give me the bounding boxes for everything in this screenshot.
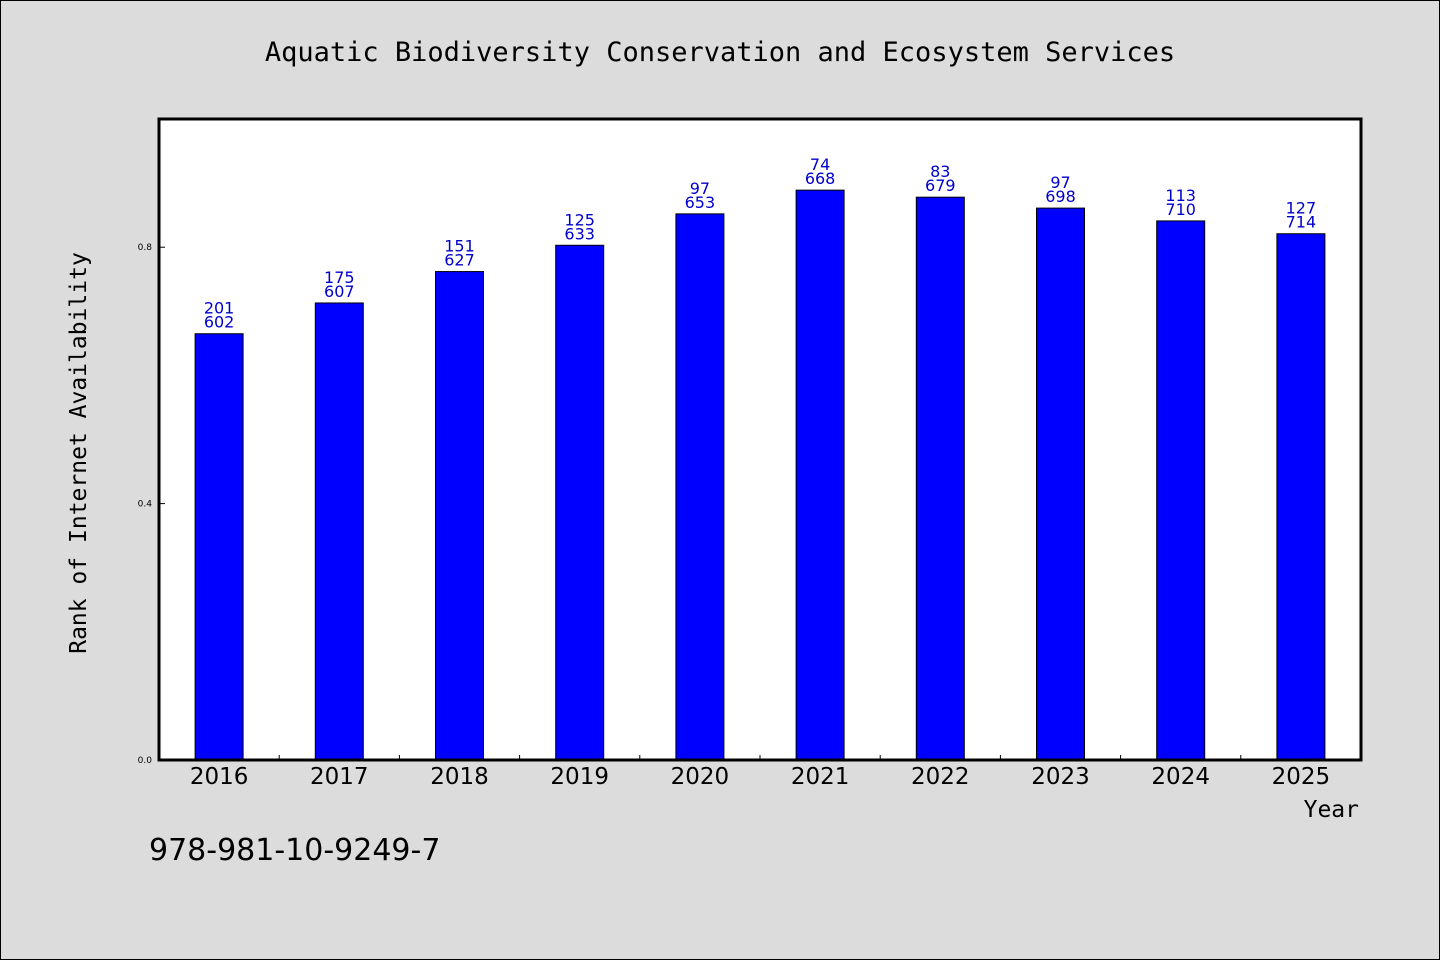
- x-tick-label: 2020: [671, 764, 730, 790]
- bar-label-rank: 74: [810, 155, 830, 174]
- y-tick-label: 0.8: [138, 243, 153, 253]
- bar-2016: [194, 333, 244, 761]
- x-tick-label: 2022: [911, 764, 970, 790]
- bar-label-value: 633: [564, 224, 595, 243]
- bar-2021: [795, 189, 845, 761]
- chart-title: Aquatic Biodiversity Conservation and Ec…: [265, 37, 1175, 68]
- bar-label-rank: 97: [1050, 173, 1070, 192]
- x-tick-label: 2018: [430, 764, 489, 790]
- x-tick-label: 2023: [1031, 764, 1090, 790]
- bar-label-rank: 127: [1286, 199, 1317, 218]
- bar-label-value: 653: [685, 193, 716, 212]
- bar-label-value: 627: [444, 251, 475, 270]
- bar-2022: [915, 196, 965, 761]
- bar-2024: [1156, 220, 1206, 761]
- x-tick-label: 2019: [550, 764, 609, 790]
- ticks-group: 2016 2017 2018 2019 2020 2021 2022 2023 2024 2025…: [138, 243, 1331, 790]
- bar-label-rank: 113: [1165, 186, 1196, 205]
- bar-label-rank: 151: [444, 237, 475, 256]
- bar-label-value: 668: [805, 169, 836, 188]
- bar-label-rank: 125: [564, 210, 595, 229]
- bar-label-value: 607: [324, 282, 355, 301]
- bar-2019: [555, 244, 605, 761]
- bar-2025: [1276, 233, 1326, 761]
- y-axis-label: Rank of Internet Availability: [66, 252, 92, 654]
- bar-label-value: 698: [1045, 187, 1076, 206]
- bar-label-rank: 97: [690, 179, 710, 198]
- bar-label-rank: 175: [324, 268, 355, 287]
- bar-2020: [675, 213, 725, 761]
- footer-isbn-code: 978-981-10-9249-7: [149, 833, 441, 868]
- y-tick-label: 0.0: [138, 756, 153, 766]
- x-tick-label: 2021: [791, 764, 850, 790]
- x-tick-label: 2017: [310, 764, 369, 790]
- plot-frame: [157, 117, 1363, 762]
- bar-label-value: 710: [1165, 200, 1196, 219]
- x-axis-label: Year: [1304, 797, 1359, 823]
- bar-label-value: 714: [1286, 213, 1317, 232]
- x-tick-label: 2025: [1272, 764, 1331, 790]
- y-tick-label: 0.4: [138, 500, 153, 510]
- bar-label-rank: 201: [204, 299, 235, 318]
- bar-2018: [435, 271, 484, 761]
- bar-label-value: 679: [925, 176, 956, 195]
- bar-2017: [314, 302, 364, 761]
- bar-label-rank: 83: [930, 162, 950, 181]
- bar-label-value: 602: [204, 313, 235, 332]
- x-tick-label: 2016: [190, 764, 249, 790]
- x-tick-label: 2024: [1151, 764, 1210, 790]
- bar-2023: [1036, 207, 1085, 761]
